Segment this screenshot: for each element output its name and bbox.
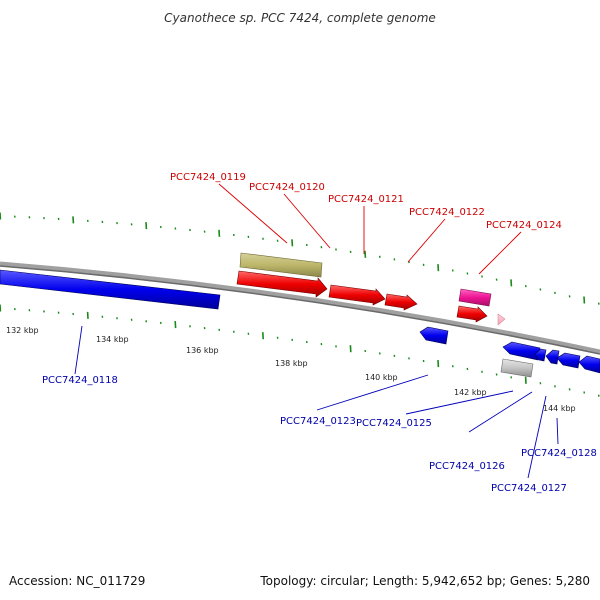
gene-0121-feature[interactable] [328, 284, 386, 306]
gene-0125b-feature[interactable] [534, 348, 547, 362]
ruler-label-140: 140 kbp [365, 373, 398, 382]
ruler-labels: 132 kbp 134 kbp 136 kbp 138 kbp 140 kbp … [6, 326, 576, 413]
gene-0123-feature[interactable] [419, 326, 449, 345]
forward-gene-labels: PCC7424_0119 PCC7424_0120 PCC7424_0121 P… [170, 172, 562, 231]
gene-label-0123[interactable]: PCC7424_0123 [280, 416, 356, 427]
ruler-label-138: 138 kbp [275, 359, 308, 368]
genome-backbone [0, 261, 600, 355]
gene-0124b-feature[interactable] [456, 305, 488, 323]
gene-0126-feature[interactable] [545, 349, 560, 365]
gene-label-0124[interactable]: PCC7424_0124 [486, 220, 562, 231]
gene-label-0118[interactable]: PCC7424_0118 [42, 375, 118, 386]
ruler-label-134: 134 kbp [96, 335, 129, 344]
gene-0124-feature[interactable] [458, 288, 492, 307]
outer-tick-ring [0, 212, 600, 305]
gene-label-0121[interactable]: PCC7424_0121 [328, 194, 404, 205]
ruler-label-144: 144 kbp [543, 404, 576, 413]
gene-label-0125[interactable]: PCC7424_0125 [356, 418, 432, 429]
gene-label-0128[interactable]: PCC7424_0128 [521, 448, 597, 459]
gene-0128-feature[interactable] [578, 355, 600, 374]
gene-0118-feature[interactable] [0, 269, 221, 310]
ruler-label-136: 136 kbp [186, 346, 219, 355]
forward-strand-genes [236, 252, 506, 326]
gene-0127-feature[interactable] [556, 352, 581, 369]
gene-0120-feature[interactable] [236, 270, 328, 298]
inner-tick-ring [0, 304, 600, 397]
gene-label-0120[interactable]: PCC7424_0120 [249, 182, 325, 193]
ruler-label-142: 142 kbp [454, 388, 487, 397]
gene-0119-feature[interactable] [239, 252, 323, 278]
ruler-label-132: 132 kbp [6, 326, 39, 335]
gene-label-0119[interactable]: PCC7424_0119 [170, 172, 246, 183]
footer-summary: Topology: circular; Length: 5,942,652 bp… [259, 574, 590, 588]
gene-label-0126[interactable]: PCC7424_0126 [429, 461, 505, 472]
gene-0125-feature[interactable] [502, 341, 541, 361]
reverse-strand-genes [0, 269, 600, 378]
grey-gene-feature[interactable] [500, 358, 534, 378]
footer-accession: Accession: NC_011729 [9, 574, 145, 588]
reverse-gene-labels: PCC7424_0118 PCC7424_0123 PCC7424_0125 P… [42, 375, 597, 494]
map-title: Cyanothece sp. PCC 7424, complete genome [164, 11, 436, 25]
pseudo-gene-feature[interactable] [497, 313, 506, 326]
label-leader-lines [74, 183, 559, 479]
gene-label-0122[interactable]: PCC7424_0122 [409, 207, 485, 218]
gene-label-0127[interactable]: PCC7424_0127 [491, 483, 567, 494]
gene-0122-feature[interactable] [384, 293, 418, 311]
genome-backbone-shade [0, 265, 600, 355]
